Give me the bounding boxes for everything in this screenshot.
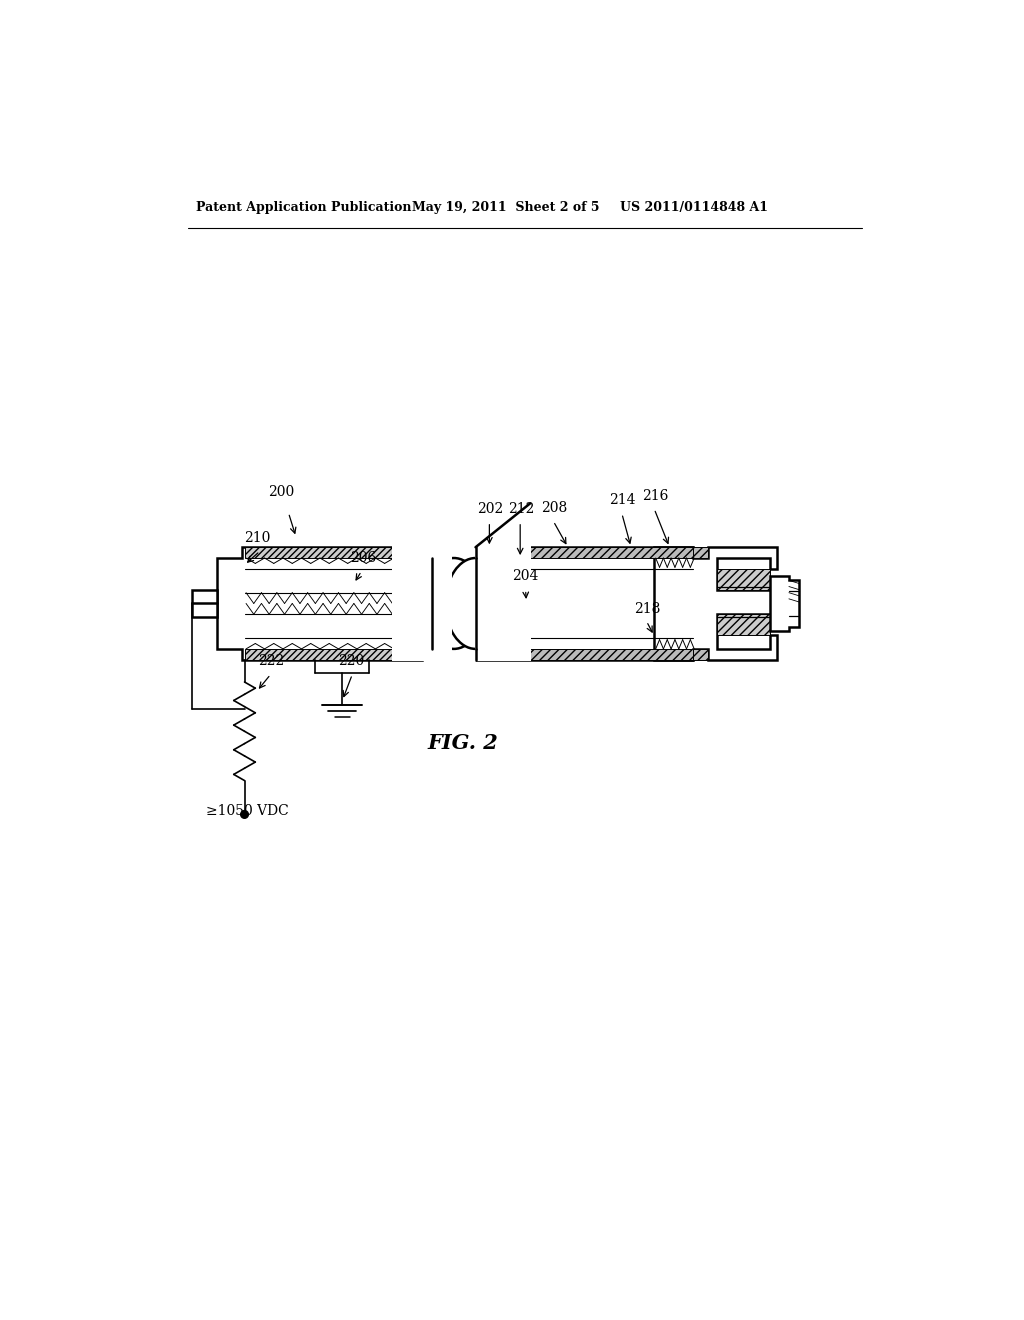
Polygon shape (475, 545, 531, 661)
Polygon shape (392, 545, 453, 661)
Polygon shape (245, 649, 419, 660)
Polygon shape (692, 649, 708, 660)
Text: Patent Application Publication: Patent Application Publication (196, 201, 412, 214)
Text: FIG. 2: FIG. 2 (428, 733, 499, 752)
Polygon shape (245, 548, 419, 558)
Text: 206: 206 (350, 550, 376, 565)
Polygon shape (475, 649, 692, 660)
Text: May 19, 2011  Sheet 2 of 5: May 19, 2011 Sheet 2 of 5 (412, 201, 599, 214)
Text: 214: 214 (609, 494, 636, 507)
Polygon shape (692, 548, 708, 558)
Text: 220: 220 (339, 655, 365, 668)
Text: 210: 210 (245, 531, 271, 545)
Polygon shape (475, 548, 692, 558)
Ellipse shape (424, 558, 484, 649)
Ellipse shape (445, 558, 506, 649)
Circle shape (241, 810, 249, 818)
Polygon shape (717, 614, 770, 635)
Text: ≥1050 VDC: ≥1050 VDC (206, 804, 289, 817)
Text: 222: 222 (258, 655, 284, 668)
Polygon shape (217, 548, 432, 660)
Text: 200: 200 (267, 484, 294, 499)
Text: 216: 216 (642, 488, 669, 503)
Polygon shape (654, 548, 777, 660)
Text: 218: 218 (634, 602, 660, 615)
Text: US 2011/0114848 A1: US 2011/0114848 A1 (620, 201, 768, 214)
Text: 212: 212 (508, 502, 535, 516)
Polygon shape (717, 569, 770, 590)
Text: 208: 208 (541, 500, 567, 515)
Polygon shape (770, 576, 799, 631)
Polygon shape (193, 590, 217, 618)
Text: 202: 202 (477, 502, 504, 516)
Text: 204: 204 (512, 569, 539, 583)
